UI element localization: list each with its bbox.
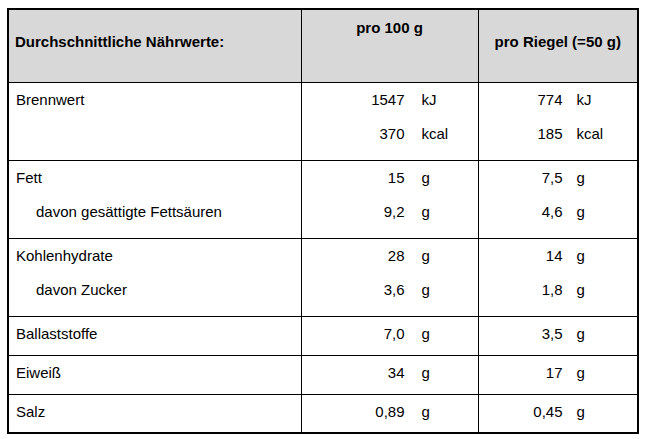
nutrient-label	[8, 121, 301, 160]
row-ballaststoffe: Ballaststoffe 7,0 g 3,5 g	[8, 316, 638, 355]
value-unit: g	[577, 203, 585, 220]
nutrient-label: Fett	[8, 160, 301, 199]
value-per-riegel: 1,8 g	[478, 277, 638, 316]
value-unit: g	[577, 247, 585, 264]
value-number: 9,2	[302, 203, 405, 220]
value-per-riegel: 14 g	[478, 238, 638, 277]
value-unit: kcal	[422, 125, 449, 142]
value-number: 34	[302, 364, 405, 381]
value-unit: g	[577, 325, 585, 342]
value-per-riegel: 0,45 g	[478, 394, 638, 433]
value-per-100g: 370 kcal	[301, 121, 478, 160]
value-unit: kJ	[422, 91, 437, 108]
value-number: 370	[302, 125, 405, 142]
header-per-riegel: pro Riegel (=50 g)	[478, 9, 638, 82]
row-eiweiss: Eiweiß 34 g 17 g	[8, 355, 638, 394]
value-number: 7,0	[302, 325, 405, 342]
value-number: 774	[479, 91, 563, 108]
value-unit: g	[422, 325, 430, 342]
value-unit: g	[577, 403, 585, 420]
nutrient-label: Brennwert	[8, 82, 301, 121]
value-number: 17	[479, 364, 563, 381]
value-unit: g	[422, 403, 430, 420]
value-unit: g	[422, 281, 430, 298]
value-unit: g	[422, 169, 430, 186]
value-per-riegel: 774 kJ	[478, 82, 638, 121]
value-number: 28	[302, 247, 405, 264]
value-per-riegel: 185 kcal	[478, 121, 638, 160]
value-unit: g	[577, 169, 585, 186]
value-number: 4,6	[479, 203, 563, 220]
header-per-100g: pro 100 g	[301, 9, 478, 82]
value-number: 14	[479, 247, 563, 264]
value-unit: g	[422, 247, 430, 264]
value-per-100g: 28 g	[301, 238, 478, 277]
row-zucker: davon Zucker 3,6 g 1,8 g	[8, 277, 638, 316]
row-kohlenhydrate: Kohlenhydrate 28 g 14 g	[8, 238, 638, 277]
row-fett: Fett 15 g 7,5 g	[8, 160, 638, 199]
value-per-100g: 0,89 g	[301, 394, 478, 433]
nutrient-label: Salz	[8, 394, 301, 433]
value-per-riegel: 7,5 g	[478, 160, 638, 199]
value-number: 15	[302, 169, 405, 186]
nutrient-sublabel: davon Zucker	[8, 277, 301, 316]
value-unit: g	[577, 281, 585, 298]
value-number: 0,89	[302, 403, 405, 420]
value-per-100g: 34 g	[301, 355, 478, 394]
value-per-riegel: 17 g	[478, 355, 638, 394]
header-nutrients-label: Durchschnittliche Nährwerte:	[8, 9, 301, 82]
nutrition-table: Durchschnittliche Nährwerte: pro 100 g p…	[7, 8, 639, 434]
value-number: 3,6	[302, 281, 405, 298]
value-number: 185	[479, 125, 563, 142]
value-unit: kJ	[577, 91, 592, 108]
row-brennwert-kj: Brennwert 1547 kJ 774 kJ	[8, 82, 638, 121]
nutrient-label: Eiweiß	[8, 355, 301, 394]
value-per-riegel: 4,6 g	[478, 199, 638, 238]
nutrient-label: Kohlenhydrate	[8, 238, 301, 277]
value-unit: g	[577, 364, 585, 381]
value-number: 1547	[302, 91, 405, 108]
row-salz: Salz 0,89 g 0,45 g	[8, 394, 638, 433]
nutrient-label: Ballaststoffe	[8, 316, 301, 355]
value-per-100g: 7,0 g	[301, 316, 478, 355]
value-per-100g: 3,6 g	[301, 277, 478, 316]
nutrient-sublabel: davon gesättigte Fettsäuren	[8, 199, 301, 238]
value-number: 1,8	[479, 281, 563, 298]
value-unit: g	[422, 364, 430, 381]
value-unit: kcal	[577, 125, 604, 142]
value-number: 3,5	[479, 325, 563, 342]
value-per-100g: 15 g	[301, 160, 478, 199]
value-per-riegel: 3,5 g	[478, 316, 638, 355]
row-brennwert-kcal: 370 kcal 185 kcal	[8, 121, 638, 160]
value-unit: g	[422, 203, 430, 220]
value-per-100g: 1547 kJ	[301, 82, 478, 121]
value-number: 7,5	[479, 169, 563, 186]
row-gesaettigte-fettsaeuren: davon gesättigte Fettsäuren 9,2 g 4,6 g	[8, 199, 638, 238]
table-header-row: Durchschnittliche Nährwerte: pro 100 g p…	[8, 9, 638, 82]
value-per-100g: 9,2 g	[301, 199, 478, 238]
value-number: 0,45	[479, 403, 563, 420]
